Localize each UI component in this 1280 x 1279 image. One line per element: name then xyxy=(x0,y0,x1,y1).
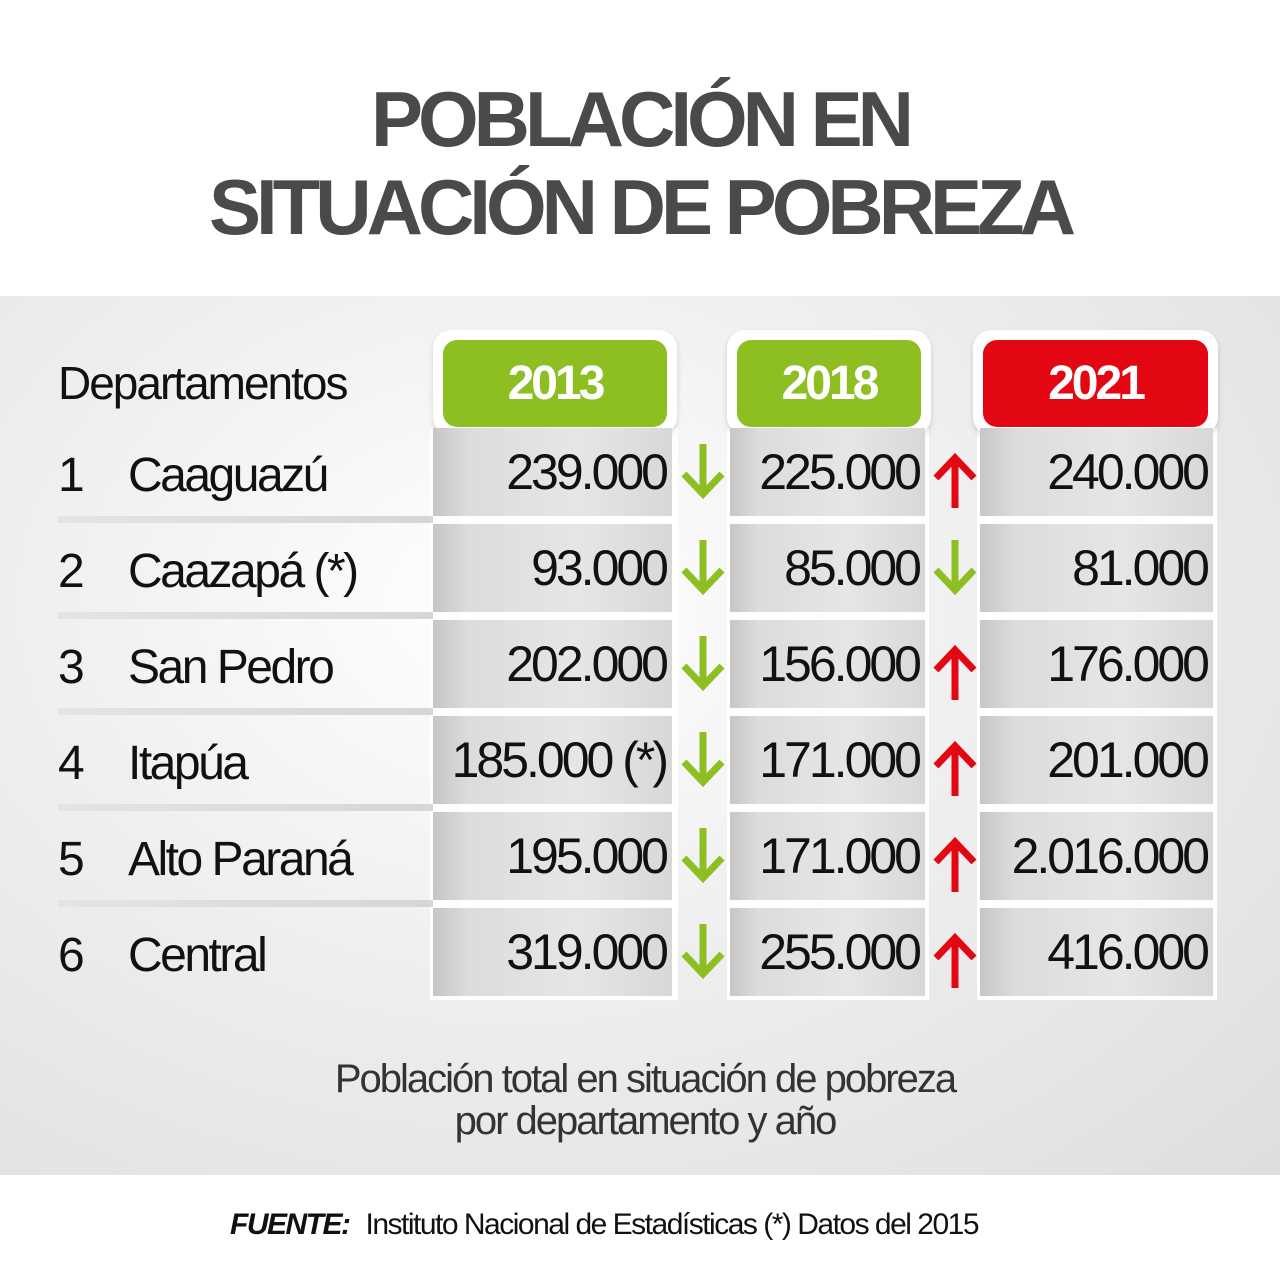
row-rank: 4 xyxy=(58,737,85,790)
cell-2021: 201.000 xyxy=(980,716,1213,804)
column-header-2018: 2018 xyxy=(727,330,931,435)
row-department: Itapúa xyxy=(128,737,249,790)
row-department: Caaguazú xyxy=(128,449,329,502)
caption-line-2: por departamento y año xyxy=(454,1099,838,1143)
title-line-2: SITUACIÓN DE POBREZA xyxy=(208,163,1076,251)
arrow-down-icon xyxy=(681,540,725,596)
arrow-down-icon xyxy=(681,732,725,788)
row-department: Central xyxy=(128,929,268,982)
cell-2021: 416.000 xyxy=(980,908,1213,996)
row-department: San Pedro xyxy=(128,641,335,694)
cell-2018: 171.000 xyxy=(730,812,925,900)
arrow-down-icon xyxy=(681,828,725,884)
row-rank: 3 xyxy=(58,641,85,694)
row-divider xyxy=(58,900,433,907)
cell-2013: 239.000 xyxy=(433,428,672,516)
column-bg-2021 xyxy=(977,428,1217,1000)
source-note: FUENTE: Instituto Nacional de Estadística… xyxy=(230,1208,980,1242)
arrow-down-icon xyxy=(681,924,725,980)
arrow-up-icon xyxy=(933,644,977,700)
cell-2018: 225.000 xyxy=(730,428,925,516)
row-department: Caazapá (*) xyxy=(128,545,359,598)
arrow-down-icon xyxy=(681,636,725,692)
source-text: Instituto Nacional de Estadísticas (*) D… xyxy=(365,1208,980,1241)
row-rank: 1 xyxy=(58,449,85,502)
row-rank: 6 xyxy=(58,929,85,982)
arrow-down-icon xyxy=(681,444,725,500)
column-bg-2013 xyxy=(430,428,678,1000)
row-rank: 2 xyxy=(58,545,85,598)
cell-2021: 176.000 xyxy=(980,620,1213,708)
arrow-up-icon xyxy=(933,452,977,508)
column-bg-2018 xyxy=(727,428,929,1000)
cell-2021: 2.016.000 xyxy=(980,812,1213,900)
source-label: FUENTE: xyxy=(230,1208,351,1241)
column-header-2013: 2013 xyxy=(433,330,677,435)
cell-2013: 195.000 xyxy=(433,812,672,900)
cell-2013: 319.000 xyxy=(433,908,672,996)
row-divider xyxy=(58,612,433,619)
caption-line-1: Población total en situación de pobreza xyxy=(334,1057,957,1101)
cell-2018: 171.000 xyxy=(730,716,925,804)
cell-2021: 240.000 xyxy=(980,428,1213,516)
cell-2018: 255.000 xyxy=(730,908,925,996)
arrow-up-icon xyxy=(933,836,977,892)
arrow-up-icon xyxy=(933,932,977,988)
row-rank: 5 xyxy=(58,833,85,886)
cell-2018: 85.000 xyxy=(730,524,925,612)
cell-2018: 156.000 xyxy=(730,620,925,708)
arrow-down-icon xyxy=(933,540,977,596)
column-header-2021: 2021 xyxy=(973,330,1218,435)
row-divider xyxy=(58,516,433,523)
title-line-1: POBLACIÓN EN xyxy=(370,75,914,163)
row-header: Departamentos xyxy=(58,357,348,409)
arrow-up-icon xyxy=(933,740,977,796)
row-divider xyxy=(58,804,433,811)
cell-2013: 202.000 xyxy=(433,620,672,708)
row-divider xyxy=(58,708,433,715)
cell-2013: 185.000 (*) xyxy=(433,716,672,804)
cell-2021: 81.000 xyxy=(980,524,1213,612)
cell-2013: 93.000 xyxy=(433,524,672,612)
row-department: Alto Paraná xyxy=(128,833,354,886)
